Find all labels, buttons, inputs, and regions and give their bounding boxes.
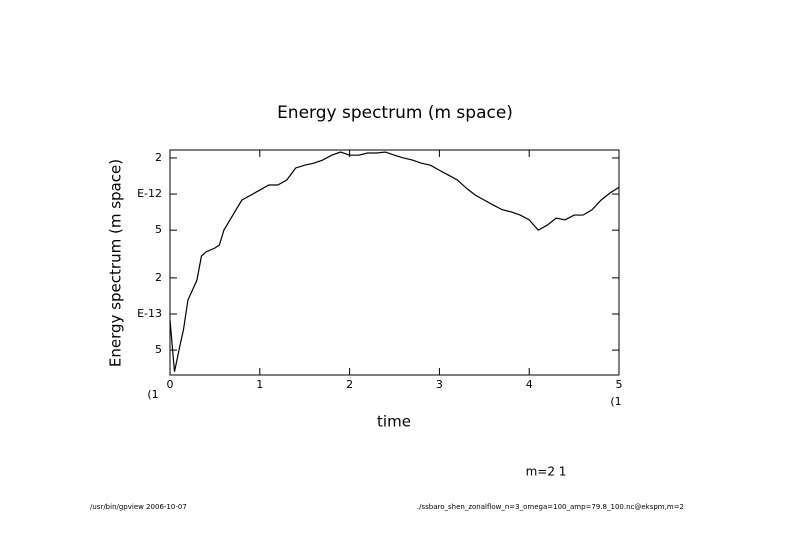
y-axis-label: Energy spectrum (m space) — [107, 159, 125, 367]
y-tick-label: 5 — [155, 343, 162, 356]
annotation: (1 — [147, 388, 158, 401]
y-tick-label: 5 — [155, 223, 162, 236]
x-tick-label: 0 — [167, 378, 174, 391]
y-tick-label: 2 — [155, 151, 162, 164]
x-tick-label: 2 — [346, 378, 353, 391]
x-axis-label: time — [377, 413, 411, 431]
chart-title: Energy spectrum (m space) — [277, 103, 513, 123]
plot-frame — [169, 149, 620, 376]
y-tick-label: E-12 — [137, 187, 162, 200]
annotation: m=2 1 — [526, 465, 567, 479]
x-tick-label: 1 — [256, 378, 263, 391]
annotation: (1 — [610, 395, 621, 408]
y-tick-label: 2 — [155, 271, 162, 284]
data-line — [169, 151, 620, 372]
x-tick-label: 5 — [616, 378, 623, 391]
y-tick-label: E-13 — [137, 307, 162, 320]
x-tick-label: 3 — [436, 378, 443, 391]
footer-left: /usr/bin/gpview 2006-10-07 — [90, 503, 187, 511]
x-tick-label: 4 — [526, 378, 533, 391]
footer-right: ./ssbaro_shen_zonalflow_n=3_omega=100_am… — [417, 503, 684, 511]
